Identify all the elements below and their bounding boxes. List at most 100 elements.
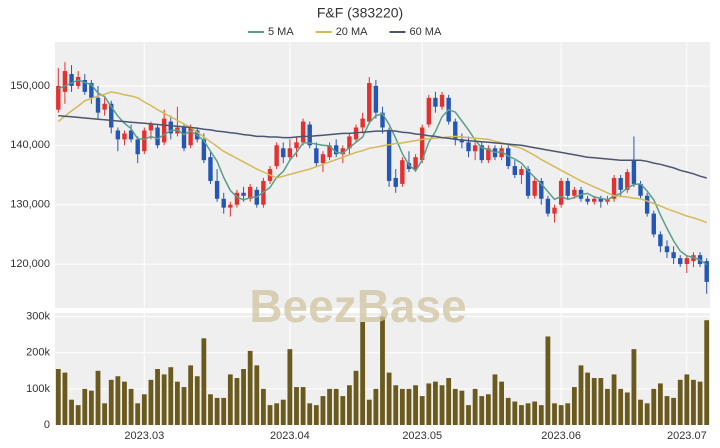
candle-body <box>221 198 226 208</box>
volume-bar <box>631 349 637 425</box>
y-tick-label: 300k <box>26 311 50 323</box>
candle-body <box>658 234 663 247</box>
volume-bar <box>598 378 604 425</box>
ma-line <box>57 91 707 224</box>
volume-bar <box>380 316 385 425</box>
y-tick-label: 150,000 <box>10 80 50 92</box>
candle-body <box>611 177 617 199</box>
volume-bar <box>585 372 591 425</box>
volume-bar <box>247 350 253 425</box>
volume-bar <box>472 388 478 425</box>
legend-label: 60 MA <box>409 26 441 38</box>
marks <box>55 62 710 425</box>
volume-bar <box>426 383 432 425</box>
volume-bar <box>538 405 544 425</box>
candle-body <box>208 157 213 181</box>
volume-bar <box>234 378 240 425</box>
y-tick-label: 140,000 <box>10 139 50 151</box>
candle-body <box>360 118 365 128</box>
candle-body <box>439 94 445 107</box>
candle-body <box>704 261 709 282</box>
candle-body <box>664 246 670 253</box>
candle-body <box>499 148 504 158</box>
candle-body <box>486 148 491 161</box>
volume-bar <box>313 405 319 425</box>
volume-bar <box>69 399 74 425</box>
volume-bar <box>439 385 445 425</box>
volume-bar <box>677 379 683 425</box>
volume-bar <box>419 396 425 425</box>
candle-body <box>472 145 478 152</box>
candle-body <box>367 82 372 122</box>
volume-bar <box>386 372 392 425</box>
candle-body <box>135 139 140 155</box>
candle-body <box>651 213 656 235</box>
candle-body <box>155 127 160 146</box>
candle-body <box>69 74 74 86</box>
volume-bar <box>82 388 88 425</box>
volume-bar <box>499 381 504 425</box>
volume-bar <box>644 403 650 425</box>
volume-bar <box>413 385 418 425</box>
volume-bar <box>135 403 141 425</box>
y-tick-label: 0 <box>44 419 50 431</box>
volume-bar <box>578 365 584 425</box>
volume-bar <box>340 396 346 425</box>
x-tick-label: 2023.05 <box>402 430 442 442</box>
y-tick-label: 100k <box>26 383 50 395</box>
volume-bar <box>571 387 577 425</box>
candle-body <box>479 145 484 161</box>
volume-bar <box>459 390 465 425</box>
candle-body <box>128 130 134 140</box>
volume-bar <box>181 387 187 425</box>
volume-bar <box>300 387 306 425</box>
chart-title: F&F (383220) <box>317 5 403 21</box>
volume-bar <box>122 381 127 425</box>
candle-body <box>115 130 121 140</box>
candle-body <box>393 177 398 187</box>
candle-body <box>314 148 319 164</box>
candle-body <box>466 142 471 152</box>
watermark: BeezBase <box>249 280 466 332</box>
candle-body <box>525 169 531 196</box>
candle-body <box>287 148 293 158</box>
candle-body <box>241 192 246 196</box>
candle-body <box>247 186 253 199</box>
candle-body <box>109 103 114 128</box>
legend-label: 20 MA <box>336 26 368 38</box>
volume-bar <box>88 390 94 425</box>
candle-body <box>545 198 551 214</box>
volume-bar <box>194 376 200 425</box>
volume-bar <box>227 374 233 425</box>
candle-body <box>168 121 173 134</box>
y-tick-label: 130,000 <box>10 199 50 211</box>
volume-bar <box>347 385 352 425</box>
candle-body <box>333 145 339 155</box>
candle-body <box>274 145 279 167</box>
candle-body <box>307 124 312 146</box>
volume-bar <box>327 388 332 425</box>
candle-body <box>625 172 630 190</box>
candle-body <box>320 154 326 164</box>
volume-bar <box>446 378 452 425</box>
volume-bar <box>664 396 670 425</box>
candle-body <box>565 180 570 196</box>
volume-bar <box>512 401 518 425</box>
candle-body <box>572 189 577 196</box>
candle-body <box>433 97 438 107</box>
volume-bar <box>141 394 147 425</box>
volume-bar <box>605 388 610 425</box>
candle-body <box>142 130 147 152</box>
volume-bar <box>492 374 498 425</box>
candle-body <box>56 85 61 110</box>
x-tick-label: 2023.04 <box>270 430 310 442</box>
volume-bar <box>128 388 134 425</box>
candle-body <box>161 118 167 143</box>
candle-body <box>347 136 352 149</box>
volume-bar <box>393 385 399 425</box>
candle-body <box>678 258 683 265</box>
volume-bar <box>684 374 690 425</box>
candle-body <box>234 192 240 205</box>
volume-bar <box>188 365 194 425</box>
